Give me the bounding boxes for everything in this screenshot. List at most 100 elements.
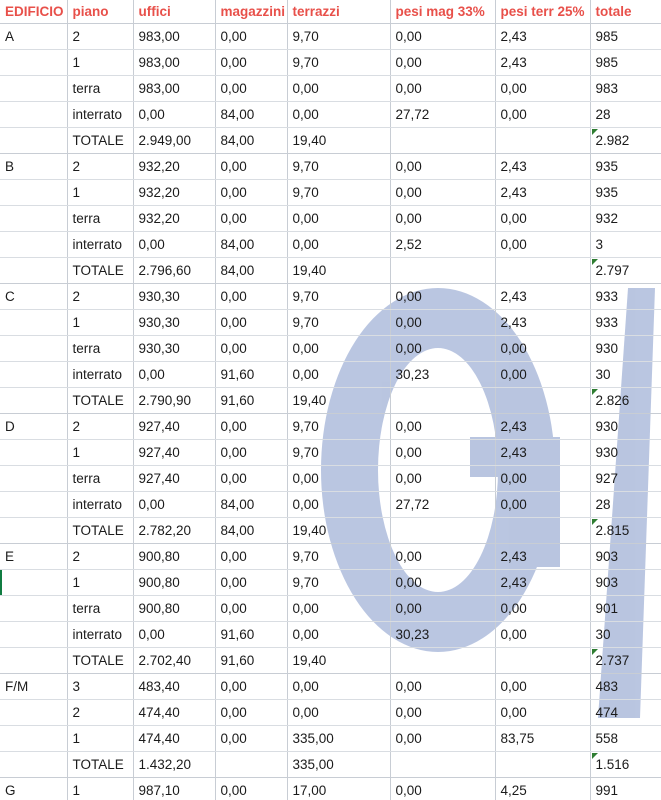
- cell-totale[interactable]: 933: [590, 309, 661, 336]
- cell-edificio[interactable]: [0, 595, 68, 622]
- cell-totale[interactable]: 2.737: [590, 647, 661, 674]
- cell-pesi_terr[interactable]: 0,00: [495, 335, 591, 362]
- cell-totale[interactable]: 933: [590, 283, 661, 310]
- cell-terrazzi[interactable]: 0,00: [287, 335, 391, 362]
- cell-pesi_terr[interactable]: 0,00: [495, 491, 591, 518]
- cell-uffici[interactable]: 2.949,00: [133, 127, 216, 154]
- cell-pesi_mag[interactable]: 0,00: [390, 465, 496, 492]
- cell-piano[interactable]: interrato: [67, 491, 134, 518]
- cell-edificio[interactable]: [0, 49, 68, 76]
- cell-edificio[interactable]: B: [0, 153, 68, 180]
- cell-terrazzi[interactable]: 9,70: [287, 543, 391, 570]
- cell-pesi_terr[interactable]: [495, 257, 591, 284]
- cell-pesi_mag[interactable]: [390, 751, 496, 778]
- cell-totale[interactable]: 927: [590, 465, 661, 492]
- cell-terrazzi[interactable]: 0,00: [287, 75, 391, 102]
- cell-magazzini[interactable]: 0,00: [215, 673, 288, 700]
- cell-magazzini[interactable]: 84,00: [215, 101, 288, 128]
- cell-totale[interactable]: 935: [590, 179, 661, 206]
- cell-piano[interactable]: interrato: [67, 621, 134, 648]
- cell-pesi_terr[interactable]: [495, 387, 591, 414]
- cell-pesi_mag[interactable]: 0,00: [390, 543, 496, 570]
- cell-totale[interactable]: 930: [590, 335, 661, 362]
- cell-uffici[interactable]: 2.790,90: [133, 387, 216, 414]
- cell-pesi_terr[interactable]: 2,43: [495, 439, 591, 466]
- cell-pesi_terr[interactable]: 0,00: [495, 205, 591, 232]
- cell-uffici[interactable]: 932,20: [133, 205, 216, 232]
- cell-totale[interactable]: 2.826: [590, 387, 661, 414]
- cell-edificio[interactable]: [0, 309, 68, 336]
- cell-piano[interactable]: 1: [67, 725, 134, 752]
- cell-terrazzi[interactable]: 0,00: [287, 231, 391, 258]
- cell-pesi_mag[interactable]: 0,00: [390, 179, 496, 206]
- cell-pesi_mag[interactable]: 0,00: [390, 309, 496, 336]
- cell-pesi_mag[interactable]: 0,00: [390, 413, 496, 440]
- cell-terrazzi[interactable]: 19,40: [287, 127, 391, 154]
- cell-piano[interactable]: interrato: [67, 231, 134, 258]
- cell-pesi_mag[interactable]: 27,72: [390, 101, 496, 128]
- cell-piano[interactable]: terra: [67, 465, 134, 492]
- cell-edificio[interactable]: E: [0, 543, 68, 570]
- column-header-totale[interactable]: totale: [590, 0, 661, 24]
- cell-uffici[interactable]: 900,80: [133, 595, 216, 622]
- cell-terrazzi[interactable]: 9,70: [287, 413, 391, 440]
- cell-edificio[interactable]: [0, 257, 68, 284]
- cell-piano[interactable]: 2: [67, 283, 134, 310]
- cell-pesi_terr[interactable]: [495, 127, 591, 154]
- cell-piano[interactable]: 2: [67, 153, 134, 180]
- cell-terrazzi[interactable]: 9,70: [287, 49, 391, 76]
- cell-magazzini[interactable]: 0,00: [215, 465, 288, 492]
- cell-pesi_terr[interactable]: 2,43: [495, 153, 591, 180]
- cell-totale[interactable]: 2.815: [590, 517, 661, 544]
- column-header-uffici[interactable]: uffici: [133, 0, 216, 24]
- cell-piano[interactable]: interrato: [67, 361, 134, 388]
- cell-pesi_terr[interactable]: 0,00: [495, 465, 591, 492]
- cell-uffici[interactable]: 983,00: [133, 75, 216, 102]
- cell-totale[interactable]: 1.516: [590, 751, 661, 778]
- column-header-piano[interactable]: piano: [67, 0, 134, 24]
- cell-totale[interactable]: 985: [590, 49, 661, 76]
- cell-pesi_terr[interactable]: 2,43: [495, 49, 591, 76]
- cell-pesi_mag[interactable]: 0,00: [390, 699, 496, 726]
- cell-edificio[interactable]: [0, 75, 68, 102]
- cell-pesi_mag[interactable]: 0,00: [390, 153, 496, 180]
- cell-terrazzi[interactable]: 0,00: [287, 491, 391, 518]
- cell-totale[interactable]: 991: [590, 777, 661, 800]
- cell-pesi_terr[interactable]: [495, 647, 591, 674]
- cell-edificio[interactable]: [0, 491, 68, 518]
- cell-magazzini[interactable]: 0,00: [215, 49, 288, 76]
- cell-pesi_terr[interactable]: 0,00: [495, 75, 591, 102]
- cell-magazzini[interactable]: 84,00: [215, 231, 288, 258]
- cell-magazzini[interactable]: 0,00: [215, 153, 288, 180]
- cell-edificio[interactable]: [0, 569, 68, 596]
- cell-pesi_mag[interactable]: 0,00: [390, 49, 496, 76]
- cell-pesi_terr[interactable]: 4,25: [495, 777, 591, 800]
- cell-magazzini[interactable]: 0,00: [215, 283, 288, 310]
- cell-pesi_terr[interactable]: 0,00: [495, 595, 591, 622]
- cell-piano[interactable]: 2: [67, 543, 134, 570]
- cell-edificio[interactable]: G: [0, 777, 68, 800]
- cell-edificio[interactable]: [0, 361, 68, 388]
- cell-magazzini[interactable]: 91,60: [215, 387, 288, 414]
- cell-piano[interactable]: terra: [67, 205, 134, 232]
- cell-edificio[interactable]: [0, 439, 68, 466]
- cell-uffici[interactable]: 0,00: [133, 231, 216, 258]
- cell-magazzini[interactable]: 0,00: [215, 335, 288, 362]
- cell-terrazzi[interactable]: 0,00: [287, 361, 391, 388]
- cell-piano[interactable]: TOTALE: [67, 257, 134, 284]
- cell-edificio[interactable]: [0, 387, 68, 414]
- cell-uffici[interactable]: 930,30: [133, 309, 216, 336]
- cell-totale[interactable]: 30: [590, 621, 661, 648]
- cell-totale[interactable]: 983: [590, 75, 661, 102]
- cell-pesi_mag[interactable]: [390, 387, 496, 414]
- cell-pesi_terr[interactable]: 2,43: [495, 283, 591, 310]
- column-header-magazzini[interactable]: magazzini: [215, 0, 288, 24]
- cell-uffici[interactable]: 927,40: [133, 439, 216, 466]
- cell-uffici[interactable]: 932,20: [133, 179, 216, 206]
- cell-magazzini[interactable]: 0,00: [215, 699, 288, 726]
- cell-terrazzi[interactable]: 19,40: [287, 257, 391, 284]
- cell-terrazzi[interactable]: 0,00: [287, 621, 391, 648]
- cell-magazzini[interactable]: 84,00: [215, 517, 288, 544]
- cell-totale[interactable]: 932: [590, 205, 661, 232]
- cell-edificio[interactable]: [0, 751, 68, 778]
